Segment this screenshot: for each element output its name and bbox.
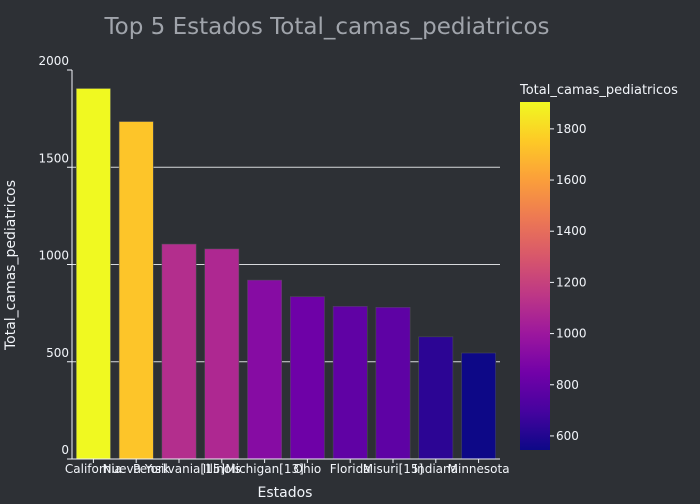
x-tick-label: Minnesota bbox=[448, 462, 510, 476]
bar-indiana[interactable] bbox=[418, 336, 454, 460]
x-axis-label: Estados bbox=[258, 485, 313, 500]
bar-california[interactable] bbox=[76, 88, 111, 460]
colorbar-tick-label: 600 bbox=[556, 429, 579, 443]
x-tick-label: Michigan[13] bbox=[225, 462, 303, 476]
chart-title: Top 5 Estados Total_camas_pediatricos bbox=[104, 14, 550, 40]
bar-misuri-15[interactable] bbox=[375, 307, 411, 460]
y-axis-label: Total_camas_pediatricos bbox=[3, 180, 19, 351]
y-tick-label: 1500 bbox=[38, 151, 69, 165]
y-tick-label: 2000 bbox=[38, 54, 69, 68]
bar-ohio[interactable] bbox=[290, 296, 325, 460]
colorbar-tick-label: 1600 bbox=[556, 173, 587, 187]
bars bbox=[76, 88, 496, 460]
y-tick-label: 500 bbox=[46, 346, 69, 360]
colorbar-gradient bbox=[520, 102, 550, 450]
x-tick-label: Indiana bbox=[414, 462, 458, 476]
x-tick-label: Ohio bbox=[294, 462, 322, 476]
bar-florida[interactable] bbox=[332, 306, 368, 460]
y-tick-label: 1000 bbox=[38, 249, 69, 263]
colorbar-tick-label: 1400 bbox=[556, 224, 587, 238]
colorbar-tick-label: 800 bbox=[556, 378, 579, 392]
x-tick-label: Nueva York bbox=[103, 462, 170, 476]
colorbar-title: Total_camas_pediatricos bbox=[519, 83, 678, 98]
x-tick-label: Misuri[15] bbox=[363, 462, 423, 476]
bar-michigan-13[interactable] bbox=[247, 279, 282, 460]
colorbar-tick-label: 1200 bbox=[556, 275, 587, 289]
x-tick-label: California bbox=[65, 462, 122, 476]
colorbar-tick-label: 1000 bbox=[556, 327, 587, 341]
colorbar: Total_camas_pediatricos 600 800 1000 1200 14… bbox=[519, 83, 678, 450]
x-tick-label: Florida bbox=[330, 462, 371, 476]
bar-nueva-york[interactable] bbox=[118, 121, 154, 460]
bar-minnesota[interactable] bbox=[461, 352, 496, 460]
y-tick-label: 0 bbox=[61, 443, 69, 457]
colorbar-tick-label: 1800 bbox=[556, 122, 587, 136]
bar-pensilvania-15[interactable] bbox=[161, 243, 197, 460]
bar-illinois[interactable] bbox=[204, 248, 240, 460]
x-tick-label: Illinois bbox=[203, 462, 241, 476]
x-tick-label: Pensilvania[15] bbox=[133, 462, 225, 476]
